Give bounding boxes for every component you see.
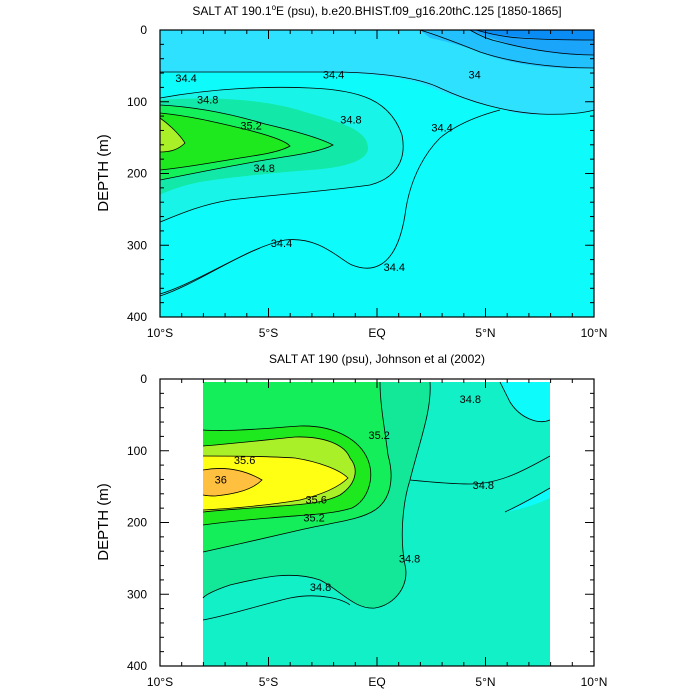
x-tick-label: 5°S (259, 675, 278, 689)
contour-label: 34.4 (271, 238, 292, 250)
contour-line (160, 71, 594, 115)
contour-line (202, 436, 356, 513)
contour-line (202, 425, 372, 526)
contour-label: 34.4 (323, 69, 344, 81)
contour-line (202, 455, 349, 511)
contour-label: 36 (215, 474, 227, 486)
contour-label: 35.2 (303, 512, 324, 524)
contour-label: 34.8 (399, 553, 420, 565)
y-tick-label: 0 (140, 372, 147, 386)
contour-line (469, 30, 594, 56)
contour-label: 35.2 (368, 430, 389, 442)
top-y-axis-label: DEPTH (m) (95, 134, 112, 212)
fill-33.6 (476, 30, 594, 41)
contour-line (160, 247, 261, 295)
contour-label: 34.8 (340, 115, 361, 127)
contour-line (202, 595, 351, 621)
y-tick-label: 300 (127, 587, 147, 601)
contour-label: 34 (469, 69, 481, 81)
contour-label: 34.8 (253, 163, 274, 175)
x-tick-label: 10°N (581, 675, 608, 689)
top-contour-fills (160, 30, 594, 317)
fill-34.6b (505, 488, 550, 512)
top-panel: SALT AT 190.1oE (psu), b.e20.BHIST.f09_g… (95, 3, 607, 340)
bottom-contour-lines (202, 381, 551, 621)
contour-label: 34.8 (460, 394, 481, 406)
bottom-panel: SALT AT 190 (psu), Johnson et al (2002) (95, 352, 607, 689)
contour-line (202, 468, 263, 497)
fill-34.6 (500, 382, 550, 422)
bottom-y-axis-label: DEPTH (m) (95, 483, 112, 561)
contour-label: 34.4 (431, 123, 452, 135)
contour-label: 34.8 (197, 95, 218, 107)
contour-label: 34.8 (473, 480, 494, 492)
contour-line (160, 86, 404, 223)
contour-line (475, 30, 594, 41)
x-tick-label: 10°N (581, 326, 608, 340)
fill-34.0 (160, 30, 594, 69)
y-tick-label: 400 (127, 659, 147, 673)
contour-line (160, 104, 334, 181)
contour-label: 35.2 (240, 120, 261, 132)
bottom-contour-fills (203, 382, 550, 666)
contour-label: 34.4 (384, 262, 405, 274)
y-tick-label: 400 (127, 310, 147, 324)
top-contour-lines (160, 30, 594, 297)
top-title: SALT AT 190.1oE (psu), b.e20.BHIST.f09_g… (192, 3, 561, 18)
y-tick-label: 100 (127, 95, 147, 109)
y-tick-label: 0 (140, 23, 147, 37)
contour-line (202, 381, 431, 609)
contour-line (202, 381, 392, 553)
x-tick-label: 5°S (259, 326, 278, 340)
x-tick-label: 10°S (147, 675, 173, 689)
contour-line (160, 112, 291, 171)
bottom-title: SALT AT 190 (psu), Johnson et al (2002) (269, 352, 485, 366)
contour-label: 34.8 (310, 582, 331, 594)
contour-line (504, 487, 551, 513)
contour-line (160, 117, 186, 153)
y-tick-label: 300 (127, 238, 147, 252)
y-tick-label: 200 (127, 167, 147, 181)
contour-line (419, 30, 594, 69)
fill-35.4 (160, 118, 185, 152)
contour-label: 35.6 (306, 495, 327, 507)
y-tick-label: 100 (127, 444, 147, 458)
contour-label: 35.6 (234, 455, 255, 467)
contour-line (499, 381, 551, 422)
x-tick-label: 10°S (147, 326, 173, 340)
contour-label: 34.4 (175, 73, 196, 85)
fill-35.2 (160, 113, 290, 170)
x-tick-label: EQ (368, 326, 385, 340)
x-tick-label: EQ (368, 675, 385, 689)
bottom-contour-labels: 34.8 35.2 35.6 36 35.6 34.8 35.2 34.8 34.8 (215, 394, 494, 594)
x-tick-label: 5°N (475, 675, 495, 689)
contour-line (409, 455, 551, 485)
x-tick-label: 5°N (475, 326, 495, 340)
y-tick-label: 200 (127, 516, 147, 530)
